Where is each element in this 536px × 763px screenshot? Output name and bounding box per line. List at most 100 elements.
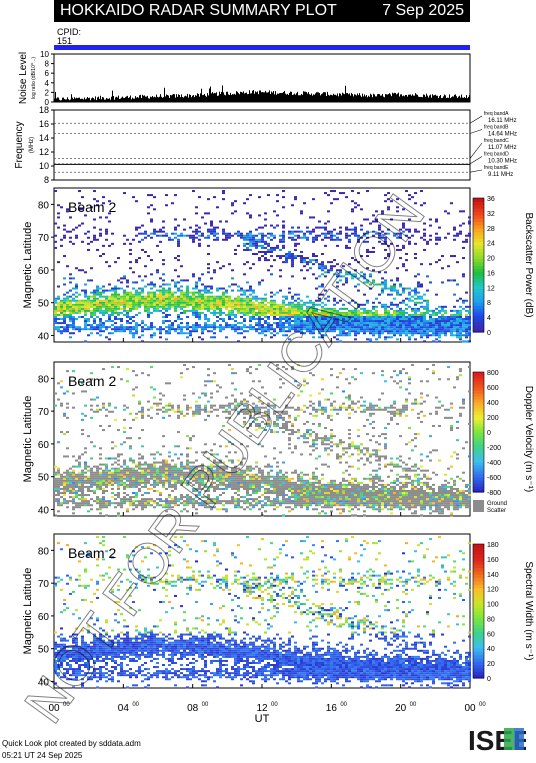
scatter-cell (396, 324, 399, 327)
scatter-cell (228, 364, 231, 367)
scatter-cell (462, 257, 465, 260)
scatter-cell (141, 297, 144, 300)
scatter-cell (228, 451, 231, 454)
scatter-cell (150, 281, 153, 284)
scatter-cell (66, 475, 69, 478)
scatter-cell (264, 234, 267, 237)
scatter-cell (237, 230, 240, 233)
scatter-cell (135, 469, 138, 472)
scatter-cell (318, 267, 321, 270)
scatter-cell (54, 326, 57, 329)
beam-ytick-label: 50 (38, 299, 50, 310)
scatter-cell (123, 326, 126, 329)
scatter-cell (300, 269, 303, 272)
scatter-cell (237, 232, 240, 235)
scatter-cell (402, 301, 405, 304)
scatter-cell (387, 324, 390, 327)
scatter-cell (141, 475, 144, 478)
scatter-cell (189, 496, 192, 499)
freq-ytick-label: 12 (39, 147, 49, 157)
scatter-cell (72, 512, 75, 515)
scatter-cell (291, 230, 294, 233)
scatter-cell (162, 226, 165, 229)
scatter-cell (438, 340, 441, 343)
scatter-cell (120, 473, 123, 476)
scatter-cell (165, 338, 168, 341)
scatter-cell (210, 330, 213, 333)
scatter-cell (390, 285, 393, 288)
scatter-cell (390, 336, 393, 339)
scatter-cell (171, 465, 174, 468)
scatter-cell (243, 273, 246, 276)
scatter-cell (282, 244, 285, 247)
scatter-cell (372, 234, 375, 237)
scatter-cell (69, 492, 72, 495)
scatter-cell (129, 496, 132, 499)
scatter-cell (132, 479, 135, 482)
scatter-cell (102, 429, 105, 432)
scatter-cell (459, 230, 462, 233)
scatter-cell (186, 465, 189, 468)
scatter-cell (222, 299, 225, 302)
scatter-cell (102, 253, 105, 256)
scatter-cell (372, 246, 375, 249)
scatter-cell (324, 309, 327, 312)
scatter-cell (78, 498, 81, 501)
scatter-cell (132, 287, 135, 290)
scatter-cell (213, 408, 216, 411)
scatter-cell (435, 322, 438, 325)
scatter-cell (294, 328, 297, 331)
scatter-cell (378, 313, 381, 316)
scatter-cell (423, 234, 426, 237)
scatter-cell (342, 311, 345, 314)
scatter-cell (207, 234, 210, 237)
scatter-cell (282, 240, 285, 243)
scatter-cell (213, 309, 216, 312)
scatter-cell (159, 479, 162, 482)
scatter-cell (270, 295, 273, 298)
scatter-cell (123, 481, 126, 484)
scatter-cell (63, 489, 66, 492)
scatter-cell (330, 234, 333, 237)
scatter-cell (384, 232, 387, 235)
scatter-cell (399, 330, 402, 333)
scatter-cell (183, 504, 186, 507)
scatter-cell (66, 473, 69, 476)
scatter-cell (216, 289, 219, 292)
scatter-cell (213, 303, 216, 306)
scatter-cell (216, 297, 219, 300)
scatter-cell (186, 498, 189, 501)
scatter-cell (105, 232, 108, 235)
scatter-cell (120, 324, 123, 327)
scatter-cell (222, 198, 225, 201)
scatter-cell (402, 263, 405, 266)
scatter-cell (291, 238, 294, 241)
scatter-cell (312, 238, 315, 241)
scatter-cell (108, 479, 111, 482)
scatter-cell (399, 228, 402, 231)
scatter-cell (363, 318, 366, 321)
scatter-cell (189, 477, 192, 480)
scatter-cell (153, 301, 156, 304)
scatter-cell (438, 315, 441, 318)
scatter-cell (96, 291, 99, 294)
scatter-cell (270, 246, 273, 249)
scatter-cell (99, 326, 102, 329)
scatter-cell (426, 275, 429, 278)
scatter-cell (129, 479, 132, 482)
scatter-cell (117, 257, 120, 260)
scatter-cell (273, 311, 276, 314)
scatter-cell (249, 483, 252, 486)
scatter-cell (279, 328, 282, 331)
scatter-cell (381, 305, 384, 308)
scatter-cell (420, 190, 423, 193)
scatter-cell (180, 471, 183, 474)
scatter-cell (333, 309, 336, 312)
scatter-cell (288, 322, 291, 325)
scatter-cell (90, 467, 93, 470)
scatter-cell (69, 307, 72, 310)
scatter-cell (162, 328, 165, 331)
scatter-cell (114, 287, 117, 290)
scatter-cell (210, 392, 213, 395)
scatter-cell (414, 338, 417, 341)
